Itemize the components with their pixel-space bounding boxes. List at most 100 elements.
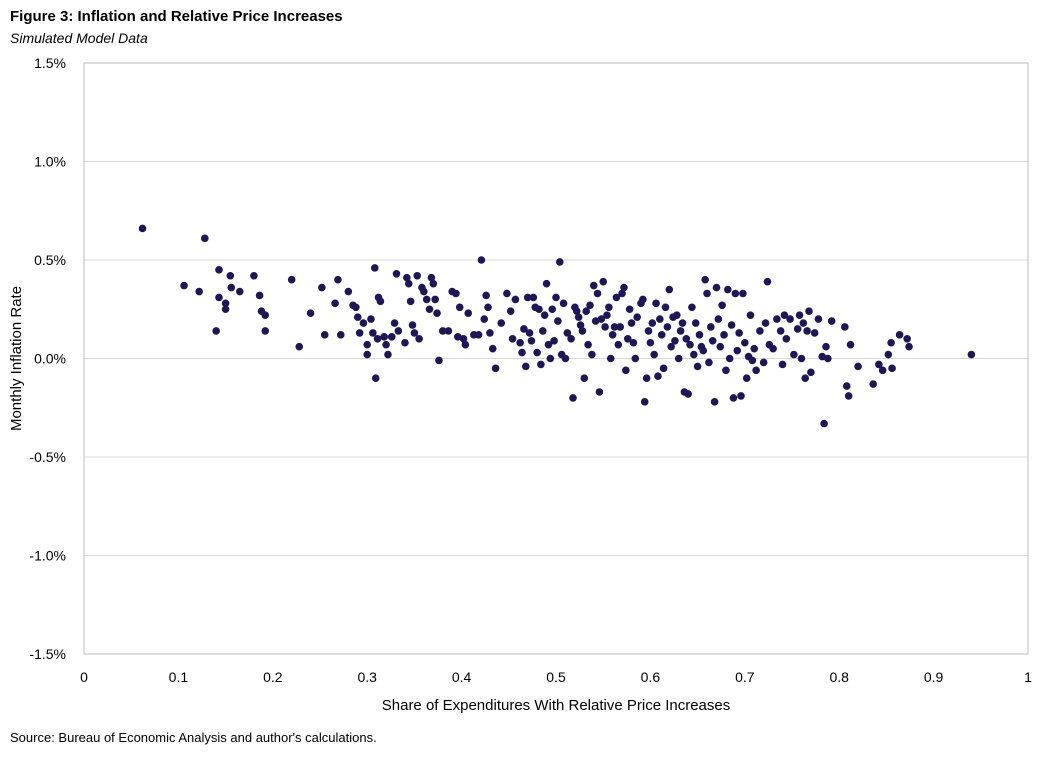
data-point — [710, 398, 719, 406]
data-point — [805, 307, 813, 316]
data-point — [841, 323, 849, 331]
data-point — [506, 307, 515, 316]
data-point — [589, 281, 598, 290]
data-point — [384, 350, 392, 359]
data-point — [582, 307, 591, 316]
y-tick-label: -1.5% — [29, 646, 66, 662]
data-point — [404, 279, 413, 288]
data-point — [588, 350, 596, 359]
data-point — [752, 366, 760, 375]
data-point — [523, 293, 532, 302]
data-point — [580, 374, 589, 383]
data-point — [642, 374, 651, 383]
data-point — [295, 342, 304, 351]
data-point — [701, 275, 709, 284]
data-point — [488, 344, 497, 353]
data-point — [464, 309, 473, 317]
data-point — [884, 350, 893, 359]
data-point — [629, 338, 638, 347]
data-point — [633, 313, 641, 321]
data-point — [413, 271, 422, 280]
data-point — [394, 327, 403, 335]
y-tick-label: 0.0% — [34, 351, 66, 367]
data-point — [903, 335, 911, 343]
data-point — [678, 319, 687, 327]
data-point — [639, 295, 647, 304]
data-point — [627, 319, 636, 327]
data-point — [671, 336, 679, 345]
data-point — [703, 289, 711, 298]
data-point — [769, 344, 777, 353]
data-point — [695, 331, 704, 339]
data-point — [652, 299, 660, 308]
data-point — [261, 311, 270, 319]
x-tick-label: 0.9 — [924, 669, 944, 685]
y-axis-ticks: 1.5% 1.0% 0.5% 0.0% -0.5% -1.0% -1.5% — [29, 55, 66, 662]
data-point — [707, 323, 715, 331]
data-point — [226, 271, 235, 280]
data-point — [444, 327, 453, 335]
data-point — [737, 392, 745, 400]
data-point — [612, 293, 621, 302]
data-point — [474, 331, 483, 339]
data-point — [572, 307, 581, 316]
data-point — [336, 331, 345, 339]
data-point — [180, 281, 188, 290]
data-point — [461, 340, 470, 349]
data-point — [367, 315, 375, 323]
data-point — [355, 329, 364, 337]
data-point — [822, 342, 830, 351]
data-point — [215, 266, 223, 274]
data-point — [425, 305, 434, 314]
data-point — [376, 297, 385, 306]
data-point — [610, 323, 619, 331]
y-tick-label: 1.0% — [34, 154, 66, 170]
data-point — [306, 309, 315, 317]
data-point — [756, 327, 764, 335]
x-tick-label: 0.4 — [452, 669, 472, 685]
data-point — [797, 354, 806, 363]
data-point — [521, 362, 530, 371]
data-point — [352, 303, 360, 312]
data-point — [392, 269, 401, 278]
data-point — [415, 335, 423, 343]
data-point — [525, 329, 534, 337]
data-point — [776, 327, 785, 335]
data-point — [659, 364, 668, 373]
data-point — [201, 234, 209, 243]
data-point — [967, 350, 976, 359]
data-point — [620, 283, 628, 292]
y-axis-title: Monthly Inflation Rate — [8, 286, 25, 431]
data-point — [663, 323, 672, 331]
data-point — [480, 315, 489, 323]
data-point — [761, 319, 770, 327]
data-point — [318, 283, 326, 292]
data-point — [742, 374, 751, 383]
data-point — [631, 354, 640, 363]
data-point — [406, 297, 415, 306]
x-tick-label: 0.8 — [829, 669, 849, 685]
data-point — [420, 287, 428, 296]
data-point — [382, 340, 390, 349]
data-point — [722, 366, 730, 375]
data-point — [786, 315, 794, 323]
x-tick-label: 0.6 — [641, 669, 661, 685]
data-point — [195, 287, 203, 296]
data-point — [387, 333, 396, 341]
data-point — [807, 368, 815, 377]
data-point — [731, 289, 740, 298]
data-point — [548, 305, 557, 314]
data-point — [561, 354, 570, 363]
data-point — [793, 325, 802, 333]
data-point — [750, 344, 759, 353]
x-tick-label: 0.2 — [263, 669, 283, 685]
data-point — [895, 331, 904, 339]
x-axis-ticks: 0 0.1 0.2 0.3 0.4 0.5 0.6 0.7 0.8 0.9 1 — [80, 669, 1032, 685]
data-point — [605, 303, 613, 312]
data-point — [511, 295, 520, 304]
data-point — [508, 335, 517, 343]
data-point — [646, 338, 655, 347]
data-point — [520, 325, 528, 333]
data-point — [618, 289, 626, 298]
y-tick-label: 0.5% — [34, 252, 66, 268]
